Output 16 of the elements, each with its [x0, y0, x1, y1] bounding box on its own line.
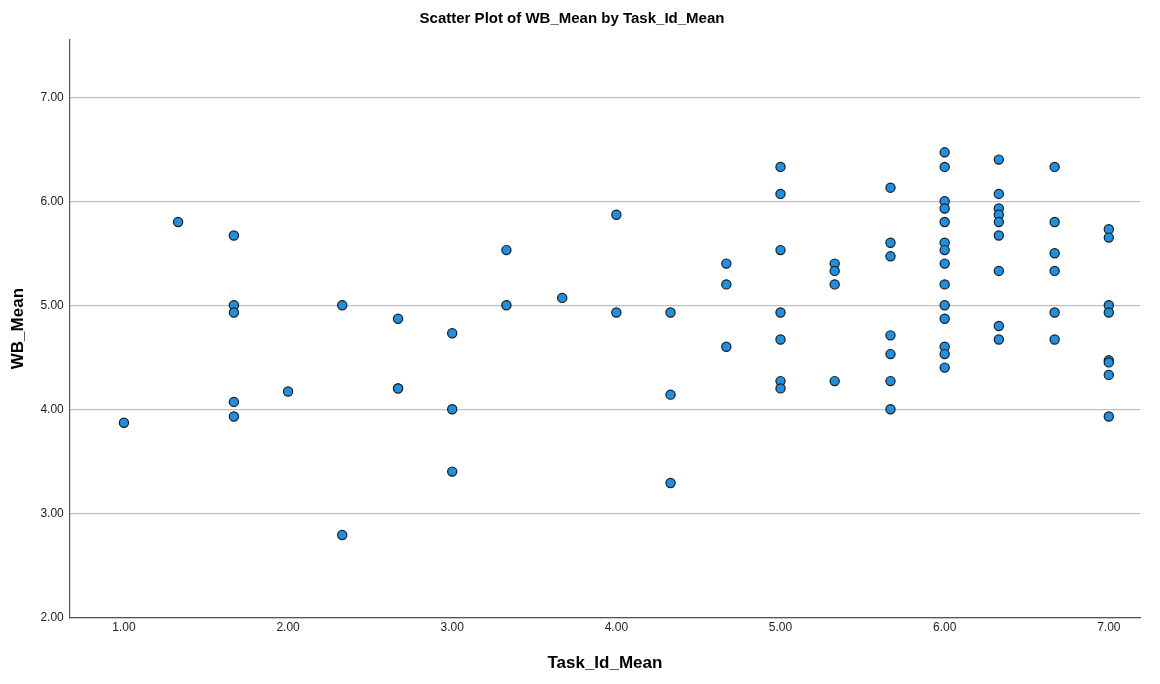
y-tick-label: 3.00 — [40, 505, 65, 520]
chart-title: Scatter Plot of WB_Mean by Task_Id_Mean — [419, 9, 725, 27]
x-tick-label: 3.00 — [440, 619, 465, 634]
x-axis-title: Task_Id_Mean — [547, 653, 663, 673]
x-tick-label: 6.00 — [932, 619, 957, 634]
x-tick-label: 7.00 — [1097, 619, 1121, 634]
y-tick-label: 7.00 — [40, 89, 65, 104]
y-tick-label: 2.00 — [40, 609, 65, 624]
y-axis-title: WB_Mean — [7, 287, 27, 370]
x-tick-label: 5.00 — [768, 619, 793, 634]
x-tick-label: 1.00 — [112, 619, 136, 634]
y-tick-label: 5.00 — [40, 297, 65, 312]
x-tick-label: 2.00 — [276, 619, 301, 634]
x-tick-label: 4.00 — [604, 619, 629, 634]
y-tick-label: 6.00 — [40, 193, 65, 208]
y-tick-label: 4.00 — [40, 401, 65, 416]
